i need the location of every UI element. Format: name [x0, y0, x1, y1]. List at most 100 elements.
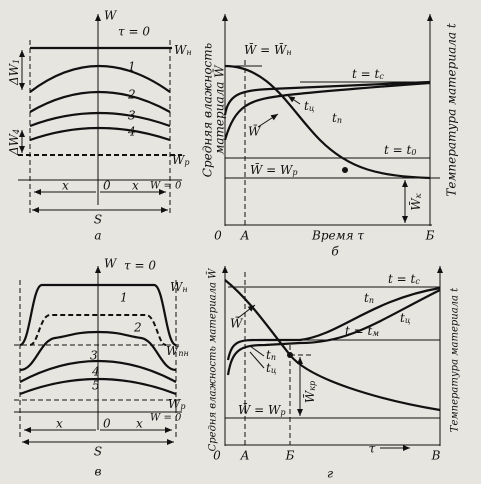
curves-0: 1: [128, 60, 136, 74]
point: [342, 167, 348, 173]
t-c-main: t = t: [388, 272, 416, 286]
origin: 0: [103, 417, 111, 431]
t-c-main: t = t: [352, 67, 380, 81]
curve: [19, 283, 177, 347]
w-kr-main: W̄: [301, 389, 316, 403]
label: t = tc: [388, 272, 420, 287]
y-label-1: Средняя влажность: [201, 43, 215, 177]
t-0-main: t = t: [384, 143, 412, 157]
w-p-sub: р: [180, 402, 185, 411]
label: Wн: [174, 43, 192, 58]
panel-b: W̄ = W̄н t = tc tц tп W̄ t = t0 W̄ = Wр …: [201, 14, 459, 259]
label: tц: [266, 361, 277, 376]
t-label: Температура материала t: [450, 287, 461, 432]
letter: а: [94, 229, 101, 243]
curves-2: 3: [128, 109, 136, 123]
curves-3: 4: [127, 125, 136, 139]
w-p-sub: р: [184, 158, 189, 167]
w-bar: W̄: [230, 315, 244, 330]
x-left: x: [56, 417, 63, 431]
curve: [29, 126, 171, 142]
dw4-sub: 4: [12, 129, 21, 135]
t-c-sub: c: [379, 72, 384, 81]
label: t = tм: [345, 324, 379, 339]
label: tп: [364, 291, 374, 306]
origin: 0: [103, 179, 111, 193]
curves-1: 2: [133, 321, 142, 335]
letter: г: [327, 467, 333, 481]
t-p-low-main: t: [266, 348, 271, 362]
curve: [19, 330, 177, 372]
curve: [19, 359, 177, 383]
t-ts-sub: ц: [405, 316, 411, 325]
line: [287, 95, 301, 105]
t-p-main: t: [332, 111, 337, 125]
w-k-sub: к: [414, 193, 423, 198]
t-p-sub: п: [369, 296, 374, 305]
curves-2: 3: [90, 349, 98, 363]
t-ts-low-main: t: [266, 361, 271, 375]
t-p-sub: п: [337, 116, 342, 125]
label: W̄ = W̄н: [244, 41, 292, 57]
label: W̄к: [407, 193, 423, 210]
panel-g: t = tc tп tц t = tм W̄ tп tц W̄ = Wр W̄к…: [207, 266, 461, 481]
thickness: S: [94, 213, 102, 227]
v: В: [431, 449, 441, 463]
time: Время τ: [311, 229, 364, 243]
curves-3: 4: [91, 365, 100, 379]
w-n-main: W: [174, 43, 188, 57]
letter: в: [95, 465, 102, 479]
label: Wр: [168, 397, 185, 412]
curve: [226, 289, 441, 376]
x-right: x: [136, 417, 143, 431]
line: [257, 113, 279, 128]
curve: [29, 314, 167, 346]
b: Б: [285, 449, 295, 463]
w-eq-main: W̄ = W: [250, 161, 294, 176]
w-n-sub: н: [182, 285, 187, 294]
x-left: x: [62, 179, 69, 193]
w-p-main: W: [168, 397, 182, 411]
t-ts-sub: ц: [309, 104, 315, 113]
panel-v: W τ = 0 Wн 1 2 3 4 5 Wпн Wр W = 0 x 0 x …: [14, 257, 189, 479]
w-kr-sub: кр: [308, 381, 317, 391]
curve: [226, 286, 441, 361]
line: [237, 304, 256, 319]
w-pn-sub: пн: [178, 349, 188, 358]
t-p-low-sub: п: [271, 353, 276, 362]
t-m-main: t = t: [345, 324, 373, 338]
tau: τ: [369, 442, 376, 456]
t-ts-main: t: [304, 99, 309, 113]
line: [249, 351, 265, 369]
w-eq-sub: р: [280, 408, 285, 417]
curve: [223, 81, 431, 141]
line: [249, 345, 265, 357]
a: А: [239, 449, 249, 463]
w-n-main: W: [170, 280, 184, 294]
w-eq-sub: р: [292, 168, 297, 177]
w-zero: W = 0: [150, 413, 182, 424]
curve: [29, 111, 171, 128]
b: Б: [425, 229, 435, 243]
label: W̄кр: [301, 381, 317, 403]
thickness: S: [94, 445, 102, 459]
t-ts-low-sub: ц: [271, 366, 277, 375]
curves-1: 2: [127, 88, 136, 102]
y-label-2: материала W̄: [211, 64, 226, 155]
w-pn-main: W: [166, 344, 180, 358]
curve: [223, 80, 431, 116]
label: ΔW4: [7, 129, 22, 156]
label: Wн: [170, 280, 188, 295]
label: Wр: [172, 153, 189, 168]
axis: W: [104, 257, 118, 271]
origin: 0: [213, 449, 221, 463]
label: tц: [400, 311, 411, 326]
label: Wпн: [166, 344, 189, 359]
w-init-sub: н: [286, 48, 291, 57]
x-right: x: [132, 179, 139, 193]
letter: б: [331, 245, 339, 259]
y-label: Средня влажность материала W̄: [207, 268, 219, 451]
w-n-sub: н: [186, 48, 191, 57]
